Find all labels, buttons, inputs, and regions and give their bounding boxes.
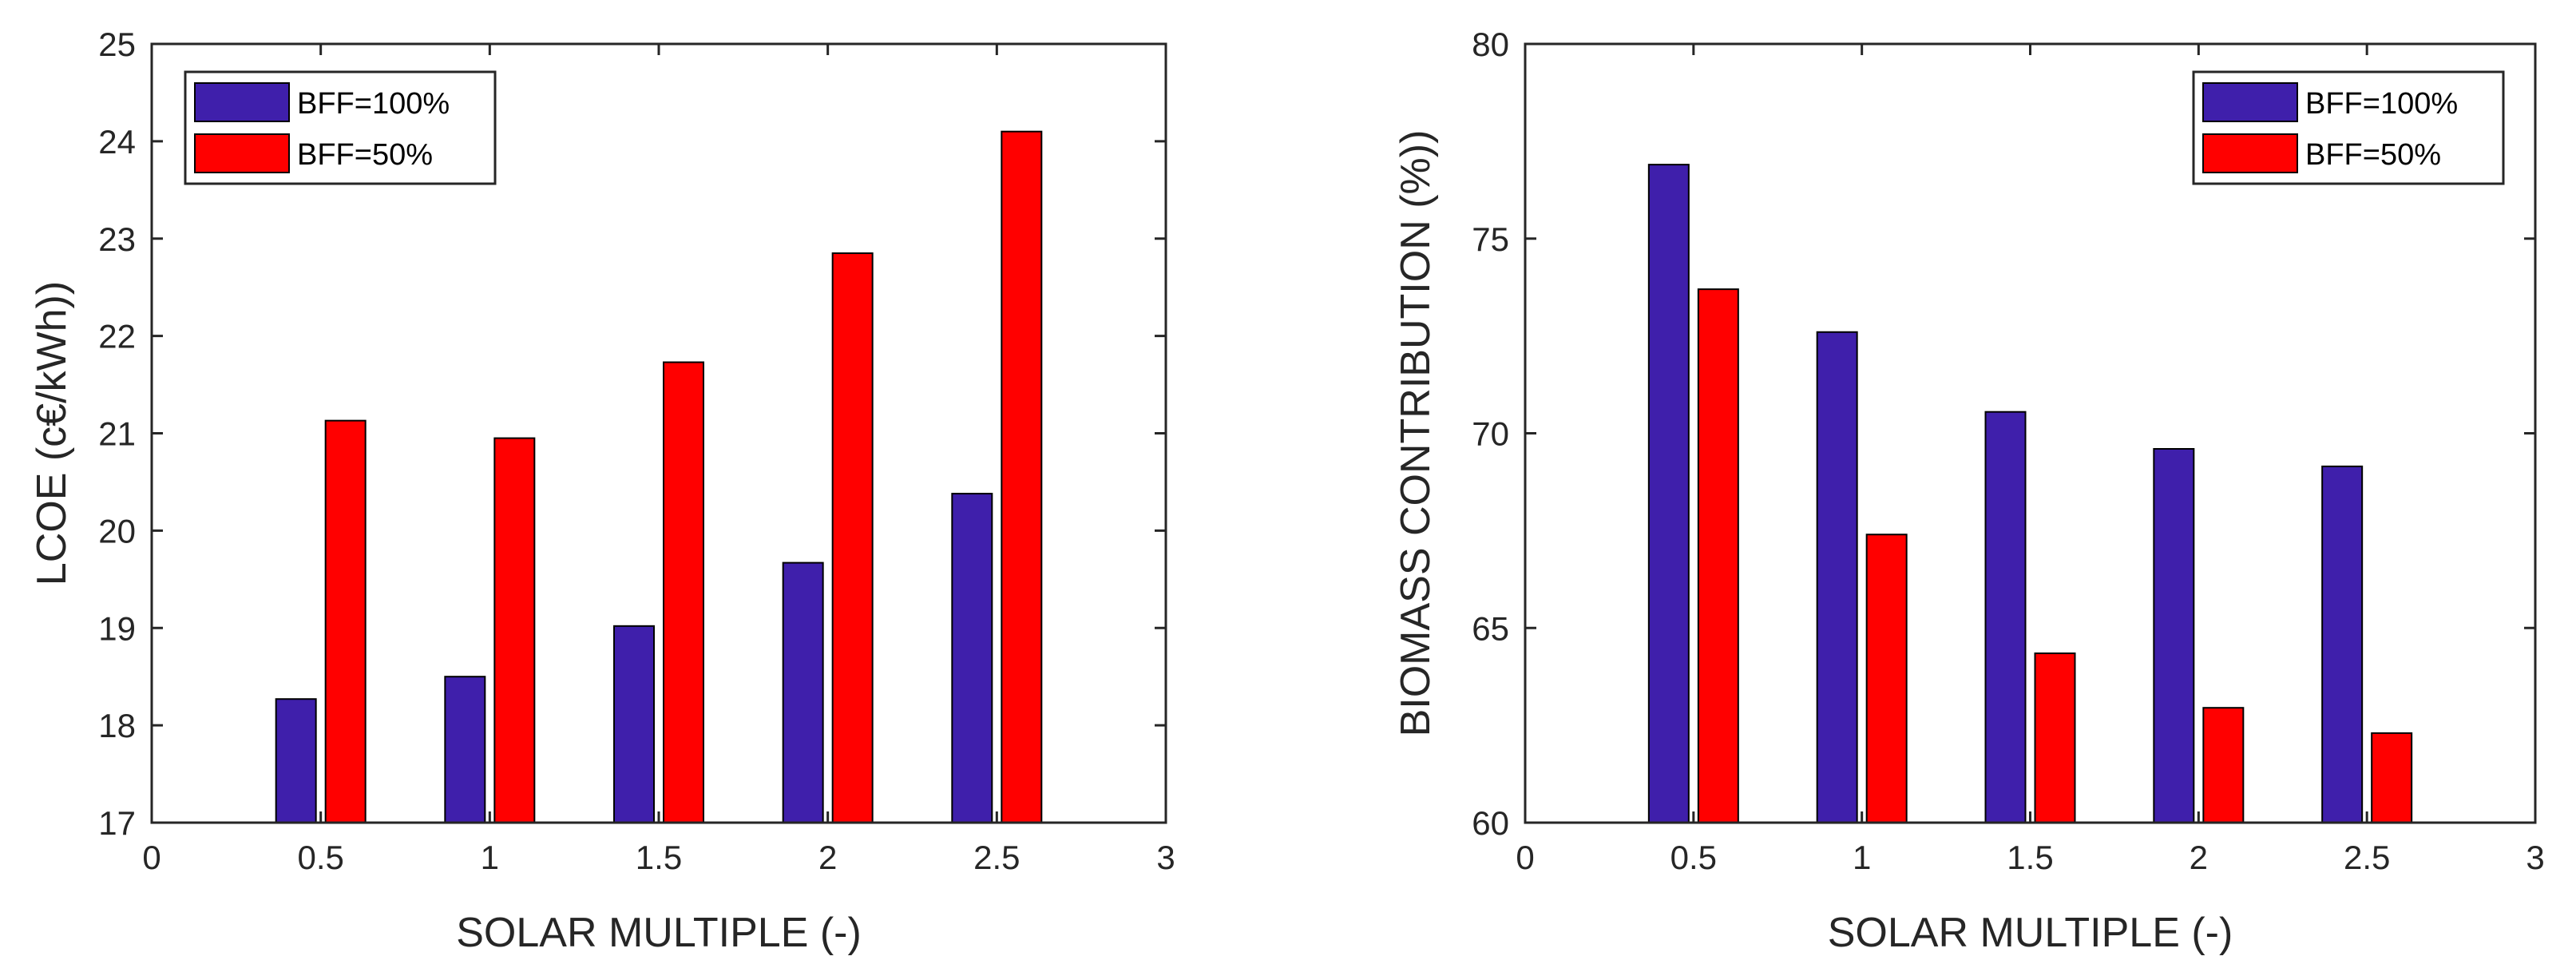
bar-bff50-4 — [2371, 732, 2413, 823]
legend-swatch-bff100 — [2202, 82, 2298, 122]
y-tick-label: 70 — [1472, 415, 1509, 453]
legend-label: BFF=50% — [2305, 138, 2441, 172]
x-axis-label: SOLAR MULTIPLE (-) — [1828, 910, 2233, 956]
bar-bff50-3 — [831, 252, 874, 823]
bar-bff100-3 — [782, 561, 824, 823]
bar-bff50-0 — [324, 419, 367, 823]
bar-bff50-2 — [663, 361, 704, 823]
legend-swatch-bff100 — [194, 82, 290, 122]
bar-bff50-4 — [1001, 130, 1043, 823]
legend-label: BFF=100% — [2305, 87, 2458, 121]
legend: BFF=100% BFF=50% — [184, 70, 497, 185]
bar-bff100-4 — [2321, 465, 2364, 823]
x-tick-label: 0.5 — [1670, 839, 1717, 876]
legend-swatch-bff50 — [2202, 133, 2298, 173]
bar-bff100-0 — [1647, 164, 1690, 823]
legend-swatch-bff50 — [194, 133, 290, 173]
y-tick-label: 20 — [98, 512, 136, 549]
y-tick-label: 65 — [1472, 609, 1509, 647]
y-tick-label: 18 — [98, 707, 136, 744]
y-axis-label: BIOMASS CONTRIBUTION (%)) — [1393, 130, 1439, 737]
y-axis-label: LCOE (c€/kWh)) — [29, 281, 75, 585]
x-tick-label: 0 — [142, 839, 161, 876]
x-tick-label: 0 — [1516, 839, 1534, 876]
legend-label: BFF=100% — [297, 87, 450, 121]
biomass-contribution-chart: 0 0.5 1 1.5 2 2.5 3 60 65 70 75 80 SOLAR MULTIPLE (-… — [1393, 26, 2545, 956]
bar-bff50-1 — [1865, 534, 1908, 823]
bar-bff50-0 — [1697, 288, 1739, 823]
legend-label: BFF=50% — [297, 138, 433, 172]
bar-bff100-4 — [951, 493, 993, 823]
x-tick-label: 1.5 — [2007, 839, 2053, 876]
bar-bff100-2 — [1984, 411, 2027, 823]
bar-bff50-3 — [2202, 707, 2245, 823]
bar-bff100-2 — [613, 625, 655, 823]
x-tick-label: 2.5 — [2344, 839, 2390, 876]
x-tick-label: 3 — [1156, 839, 1175, 876]
x-axis-label: SOLAR MULTIPLE (-) — [456, 910, 862, 956]
y-tick-label: 25 — [98, 26, 136, 63]
x-tick-label: 2.5 — [973, 839, 1020, 876]
bar-bff100-1 — [1816, 331, 1858, 823]
legend: BFF=100% BFF=50% — [2192, 70, 2505, 185]
y-tick-label: 80 — [1472, 26, 1509, 63]
x-tick-label: 1.5 — [636, 839, 682, 876]
y-tick-label: 17 — [98, 804, 136, 842]
bar-bff100-1 — [444, 676, 486, 823]
x-tick-label: 2 — [2190, 839, 2208, 876]
x-tick-label: 2 — [818, 839, 837, 876]
y-tick-label: 23 — [98, 220, 136, 258]
bar-bff100-3 — [2153, 448, 2195, 823]
x-tick-label: 3 — [2526, 839, 2544, 876]
bar-bff100-0 — [275, 698, 317, 823]
bar-bff50-1 — [493, 437, 536, 823]
y-tick-label: 60 — [1472, 804, 1509, 842]
y-tick-label: 24 — [98, 123, 136, 161]
y-tick-label: 19 — [98, 609, 136, 647]
x-tick-label: 1 — [1853, 839, 1871, 876]
lcoe-chart: 0 0.5 1 1.5 2 2.5 3 17 18 19 20 21 22 23 24 25 SOLAR MUL… — [29, 26, 1175, 956]
bar-bff50-2 — [2034, 652, 2076, 823]
y-tick-label: 21 — [98, 415, 136, 453]
y-tick-label: 75 — [1472, 220, 1509, 258]
x-tick-label: 1 — [481, 839, 499, 876]
x-tick-label: 0.5 — [297, 839, 343, 876]
y-tick-label: 22 — [98, 318, 136, 355]
